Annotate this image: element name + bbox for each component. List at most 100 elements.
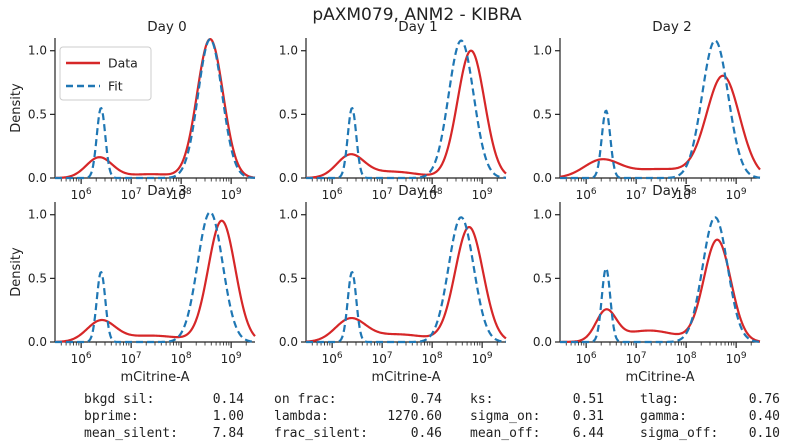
legend-data-label: Data: [108, 56, 138, 71]
x-axis-label: mCitrine-A: [372, 370, 441, 385]
stat-value: 7.84: [213, 426, 244, 441]
stat-label: tlag:: [640, 392, 679, 407]
x-tick-label: 107: [121, 187, 142, 202]
panel-title: Day 3: [147, 183, 187, 199]
x-tick-label: 107: [372, 351, 393, 366]
stat-label: mean_off:: [470, 426, 540, 441]
y-tick-label: 1.0: [533, 208, 552, 222]
stat-value: 6.44: [573, 426, 604, 441]
panel-title: Day 1: [398, 19, 438, 35]
y-axis-label: Density: [9, 83, 24, 133]
y-tick-label: 0.5: [28, 271, 47, 285]
x-tick-label: 106: [71, 351, 92, 366]
stat-value: 0.31: [573, 409, 604, 424]
y-tick-label: 0.0: [279, 171, 298, 185]
y-tick-label: 0.5: [533, 107, 552, 121]
data-curve: [559, 238, 761, 344]
legend: Data Fit: [59, 46, 152, 101]
panel-title: Day 0: [147, 19, 187, 35]
x-tick-label: 108: [171, 187, 192, 202]
fit-curve: [305, 216, 507, 344]
x-tick-label: 108: [422, 351, 443, 366]
stat-label: bprime:: [84, 409, 139, 424]
y-tick-label: 1.0: [279, 208, 298, 222]
y-tick-label: 1.0: [279, 44, 298, 58]
y-tick-label: 0.5: [279, 107, 298, 121]
stat-value: 0.46: [411, 426, 442, 441]
data-curve: [54, 37, 256, 180]
stat-label: lambda:: [274, 409, 329, 424]
panel-2: 0.0 0.5 1.0 106 107 108 109 Day 1: [279, 19, 507, 202]
y-tick-label: 1.0: [533, 44, 552, 58]
x-tick-label: 109: [472, 351, 493, 366]
legend-fit-label: Fit: [108, 79, 123, 94]
x-tick-label: 106: [322, 351, 343, 366]
stat-value: 0.74: [411, 392, 442, 407]
panel-5: 0.0 0.5 1.0 106 107 108 109 Day 4 mCitrine-A: [279, 183, 507, 385]
fit-curve: [54, 38, 256, 180]
x-tick-label: 109: [221, 351, 242, 366]
panel-1: 0.0 0.5 1.0 106 107 108 109 Day 0 Density: [9, 19, 256, 202]
panel-3: 0.0 0.5 1.0 106 107 108 109 Day 2: [533, 19, 761, 202]
stat-value: 0.76: [749, 392, 780, 407]
x-tick-label: 109: [726, 187, 747, 202]
y-tick-label: 0.5: [279, 271, 298, 285]
x-tick-label: 109: [221, 187, 242, 202]
stat-label: ks:: [470, 392, 493, 407]
panel-title: Day 5: [652, 183, 692, 199]
data-curve: [305, 49, 507, 179]
x-tick-label: 109: [726, 351, 747, 366]
y-tick-label: 0.0: [533, 171, 552, 185]
x-tick-label: 106: [71, 187, 92, 202]
data-curve: [54, 219, 256, 343]
fit-curve: [305, 39, 507, 180]
x-tick-label: 107: [626, 351, 647, 366]
x-axis-label: mCitrine-A: [626, 370, 695, 385]
y-tick-label: 1.0: [28, 44, 47, 58]
fit-curve: [559, 216, 761, 344]
stat-value: 1.00: [213, 409, 244, 424]
panels: 0.0 0.5 1.0 106 107 108 109 Day 0 Density 0.0 0.5 1…: [9, 19, 761, 385]
y-tick-label: 0.5: [28, 107, 47, 121]
x-tick-label: 106: [576, 187, 597, 202]
x-tick-label: 107: [372, 187, 393, 202]
x-tick-label: 108: [422, 187, 443, 202]
stat-value: 1270.60: [387, 409, 442, 424]
y-tick-label: 0.0: [28, 335, 47, 349]
x-tick-label: 107: [121, 351, 142, 366]
stat-label: sigma_off:: [640, 426, 718, 441]
x-axis-label: mCitrine-A: [121, 370, 190, 385]
fit-curve: [559, 39, 761, 180]
stat-label: on frac:: [274, 392, 337, 407]
x-tick-label: 108: [676, 351, 697, 366]
stat-label: bkgd sil:: [84, 392, 154, 407]
stat-value: 0.40: [749, 409, 780, 424]
stat-label: gamma:: [640, 409, 687, 424]
panel-title: Day 4: [398, 183, 438, 199]
y-tick-label: 0.5: [533, 271, 552, 285]
stats-table: bkgd sil: 0.14 bprime: 1.00 mean_silent:…: [84, 392, 780, 441]
x-tick-label: 108: [676, 187, 697, 202]
panel-6: 0.0 0.5 1.0 106 107 108 109 Day 5 mCitrine-A: [533, 183, 761, 385]
x-tick-label: 106: [576, 351, 597, 366]
stat-label: frac_silent:: [274, 426, 368, 441]
stat-label: sigma_on:: [470, 409, 540, 424]
stat-value: 0.14: [213, 392, 244, 407]
data-curve: [559, 74, 761, 178]
x-tick-label: 107: [626, 187, 647, 202]
fit-curve: [54, 211, 256, 344]
x-tick-label: 109: [472, 187, 493, 202]
stat-value: 0.51: [573, 392, 604, 407]
data-curve: [305, 225, 507, 343]
x-tick-label: 106: [322, 187, 343, 202]
panel-title: Day 2: [652, 19, 692, 35]
y-axis-label: Density: [9, 247, 24, 297]
x-tick-label: 108: [171, 351, 192, 366]
stat-label: mean_silent:: [84, 426, 178, 441]
stat-value: 0.10: [749, 426, 780, 441]
y-tick-label: 0.0: [279, 335, 298, 349]
y-tick-label: 1.0: [28, 208, 47, 222]
y-tick-label: 0.0: [28, 171, 47, 185]
y-tick-label: 0.0: [533, 335, 552, 349]
